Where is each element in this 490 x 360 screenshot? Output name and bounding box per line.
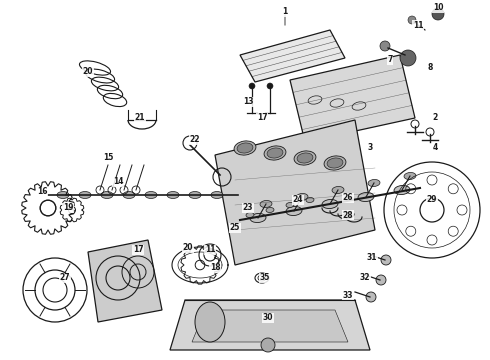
Ellipse shape bbox=[189, 192, 201, 198]
Text: 27: 27 bbox=[60, 274, 70, 283]
Polygon shape bbox=[192, 310, 348, 342]
Ellipse shape bbox=[358, 193, 374, 202]
Text: 24: 24 bbox=[293, 195, 303, 204]
Text: 1: 1 bbox=[282, 8, 288, 17]
Text: 35: 35 bbox=[260, 274, 270, 283]
Polygon shape bbox=[240, 30, 345, 82]
Text: 21: 21 bbox=[135, 113, 145, 122]
Ellipse shape bbox=[123, 192, 135, 198]
Text: 26: 26 bbox=[343, 194, 353, 202]
Ellipse shape bbox=[286, 202, 294, 207]
Ellipse shape bbox=[79, 192, 91, 198]
Text: 32: 32 bbox=[360, 274, 370, 283]
Text: 33: 33 bbox=[343, 291, 353, 300]
Circle shape bbox=[376, 275, 386, 285]
Text: 2: 2 bbox=[432, 113, 438, 122]
Ellipse shape bbox=[322, 199, 338, 208]
Ellipse shape bbox=[246, 212, 254, 217]
Text: 10: 10 bbox=[433, 4, 443, 13]
Text: 22: 22 bbox=[190, 135, 200, 144]
Ellipse shape bbox=[394, 185, 410, 194]
Polygon shape bbox=[88, 240, 162, 322]
Circle shape bbox=[432, 8, 444, 20]
Text: 13: 13 bbox=[243, 98, 253, 107]
Text: 18: 18 bbox=[210, 264, 220, 273]
Ellipse shape bbox=[260, 201, 272, 207]
Ellipse shape bbox=[267, 148, 283, 158]
Circle shape bbox=[400, 50, 416, 66]
Text: 31: 31 bbox=[367, 253, 377, 262]
Ellipse shape bbox=[250, 213, 266, 222]
Text: 11: 11 bbox=[205, 246, 215, 255]
Ellipse shape bbox=[306, 198, 314, 203]
Ellipse shape bbox=[101, 192, 113, 198]
Ellipse shape bbox=[332, 186, 344, 194]
Text: 25: 25 bbox=[230, 224, 240, 233]
Circle shape bbox=[267, 83, 273, 89]
Text: 16: 16 bbox=[37, 188, 47, 197]
Ellipse shape bbox=[297, 153, 313, 163]
Text: 20: 20 bbox=[83, 68, 93, 77]
Circle shape bbox=[261, 338, 275, 352]
Text: 20: 20 bbox=[183, 243, 193, 252]
Text: 15: 15 bbox=[103, 153, 113, 162]
Ellipse shape bbox=[195, 302, 225, 342]
Ellipse shape bbox=[296, 193, 308, 201]
Text: 8: 8 bbox=[427, 63, 433, 72]
Circle shape bbox=[380, 41, 390, 51]
Ellipse shape bbox=[324, 156, 346, 170]
Text: 7: 7 bbox=[387, 55, 392, 64]
Ellipse shape bbox=[234, 141, 256, 155]
Ellipse shape bbox=[294, 151, 316, 165]
Ellipse shape bbox=[368, 180, 380, 186]
Text: 17: 17 bbox=[133, 246, 143, 255]
Ellipse shape bbox=[211, 192, 223, 198]
Text: 17: 17 bbox=[257, 113, 268, 122]
Text: 29: 29 bbox=[427, 195, 437, 204]
Text: 19: 19 bbox=[63, 203, 73, 212]
Text: 11: 11 bbox=[413, 21, 423, 30]
Text: 4: 4 bbox=[432, 144, 438, 153]
Text: 14: 14 bbox=[113, 177, 123, 186]
Ellipse shape bbox=[327, 158, 343, 168]
Ellipse shape bbox=[266, 207, 274, 212]
Polygon shape bbox=[290, 55, 415, 142]
Ellipse shape bbox=[167, 192, 179, 198]
Polygon shape bbox=[215, 120, 375, 265]
Text: 3: 3 bbox=[368, 144, 372, 153]
Circle shape bbox=[408, 16, 416, 24]
Ellipse shape bbox=[264, 146, 286, 160]
Polygon shape bbox=[170, 300, 370, 350]
Ellipse shape bbox=[145, 192, 157, 198]
Circle shape bbox=[366, 292, 376, 302]
Text: 30: 30 bbox=[263, 314, 273, 323]
Circle shape bbox=[249, 83, 255, 89]
Ellipse shape bbox=[404, 172, 416, 180]
Ellipse shape bbox=[57, 192, 69, 198]
Ellipse shape bbox=[286, 207, 302, 216]
Text: 23: 23 bbox=[243, 203, 253, 212]
Text: 28: 28 bbox=[343, 211, 353, 220]
Ellipse shape bbox=[237, 143, 253, 153]
Circle shape bbox=[381, 255, 391, 265]
